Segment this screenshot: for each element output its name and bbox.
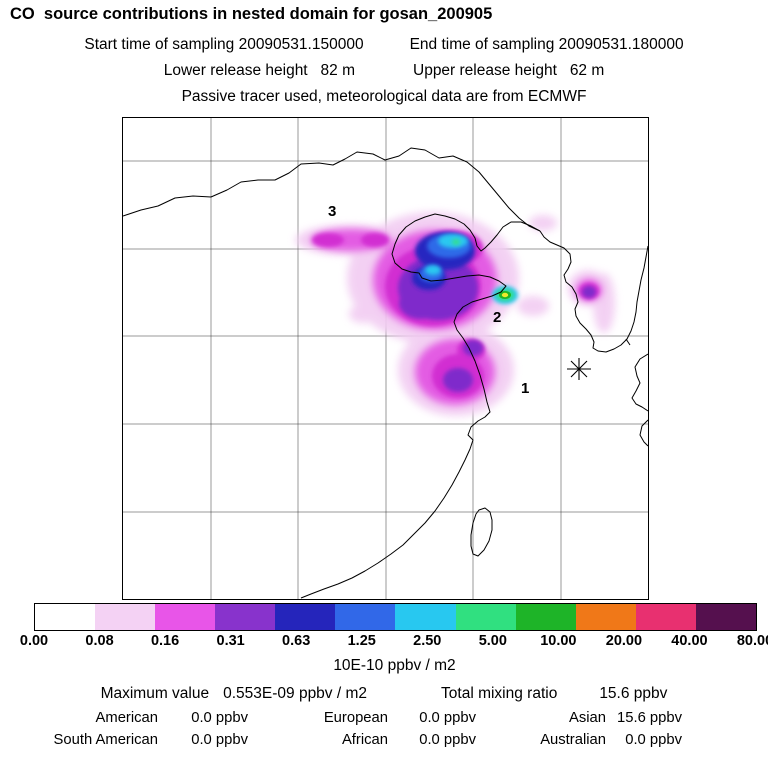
northern-border-line	[123, 147, 541, 232]
plume-layer	[295, 212, 615, 416]
colorbar-segment	[35, 604, 96, 630]
max-value-label: Maximum value	[100, 685, 210, 702]
colorbar-segment	[515, 604, 576, 630]
total-mixing-ratio-value: 15.6 ppbv	[599, 685, 668, 702]
colorbar-segment	[215, 604, 276, 630]
map-point-label-3: 3	[328, 203, 337, 220]
colorbar-segment	[95, 604, 156, 630]
colorbar-segment	[275, 604, 336, 630]
coastline-layer	[123, 147, 648, 599]
mainland-coastline	[300, 213, 541, 599]
region-value: 0.0 ppbv	[191, 710, 248, 726]
colorbar	[34, 603, 757, 631]
colorbar-tick: 10.00	[540, 633, 577, 649]
colorbar-segment	[575, 604, 636, 630]
colorbar-segment	[635, 604, 696, 630]
colorbar-tick: 80.00	[736, 633, 768, 649]
region-name: Asian	[568, 710, 606, 726]
region-value: 0.0 ppbv	[625, 732, 682, 748]
colorbar-ticks: 0.00 0.08 0.16 0.31 0.63 1.25 2.50 5.00 10.00 20.…	[20, 633, 768, 651]
tracer-text: Passive tracer used, meteorological data…	[181, 88, 587, 105]
grid-lines	[123, 118, 648, 599]
region-value: 15.6 ppbv	[617, 710, 682, 726]
release-heights-line: Lower release height 82 m Upper release …	[0, 62, 768, 80]
colorbar-tick: 0.31	[216, 633, 245, 649]
region-value: 0.0 ppbv	[419, 710, 476, 726]
tsushima-island	[625, 338, 631, 346]
colorbar-tick: 0.16	[150, 633, 180, 649]
taiwan-coastline	[470, 507, 493, 557]
tracer-info-line: Passive tracer used, meteorological data…	[0, 88, 768, 106]
colorbar-tick: 20.00	[605, 633, 643, 649]
colorbar-segment	[155, 604, 216, 630]
start-time-text: Start time of sampling 20090531.150000	[84, 36, 364, 53]
colorbar-tick: 40.00	[671, 633, 708, 649]
page-title: CO source contributions in nested domain…	[10, 5, 493, 23]
colorbar-units-label: 10E-10 ppbv / m2	[333, 657, 456, 674]
region-name: African	[341, 732, 388, 748]
max-value: 0.553E-09 ppbv / m2	[223, 685, 368, 702]
map-point-label-1: 1	[521, 380, 530, 397]
region-name: South American	[53, 732, 158, 748]
korea-coastline	[539, 230, 648, 353]
colorbar-tick: 2.50	[413, 633, 442, 649]
colorbar-tick: 0.00	[19, 633, 49, 649]
colorbar-segment	[395, 604, 456, 630]
colorbar-segment	[455, 604, 516, 630]
map-graphic	[123, 118, 648, 599]
colorbar-segment	[335, 604, 396, 630]
kyushu-coastline	[631, 353, 648, 412]
kyushu-coastline-2	[639, 419, 648, 447]
region-name: Australian	[540, 732, 606, 748]
sampling-times-line: Start time of sampling 20090531.150000 E…	[0, 36, 768, 54]
region-value: 0.0 ppbv	[191, 732, 248, 748]
colorbar-tick: 0.08	[85, 633, 114, 649]
map-point-label-2: 2	[493, 309, 502, 326]
colorbar-tick: 1.25	[347, 633, 376, 649]
region-value: 0.0 ppbv	[419, 732, 476, 748]
total-mixing-ratio-label: Total mixing ratio	[441, 685, 558, 702]
stats-line: Maximum value 0.553E-09 ppbv / m2 Total …	[0, 685, 768, 703]
region-name: European	[323, 710, 388, 726]
receptor-star-icon	[567, 358, 591, 380]
colorbar-segment	[695, 604, 756, 630]
contributions-table: American 0.0 ppbv European 0.0 ppbv Asian 15.…	[0, 710, 682, 748]
colorbar-tick: 0.63	[282, 633, 311, 649]
upper-release-text: Upper release height 62 m	[413, 62, 605, 79]
end-time-text: End time of sampling 20090531.180000	[409, 36, 684, 53]
lower-release-text: Lower release height 82 m	[163, 62, 355, 79]
region-name: American	[95, 710, 159, 726]
colorbar-tick: 5.00	[478, 633, 507, 649]
map-panel: 1 2 3	[122, 117, 649, 600]
